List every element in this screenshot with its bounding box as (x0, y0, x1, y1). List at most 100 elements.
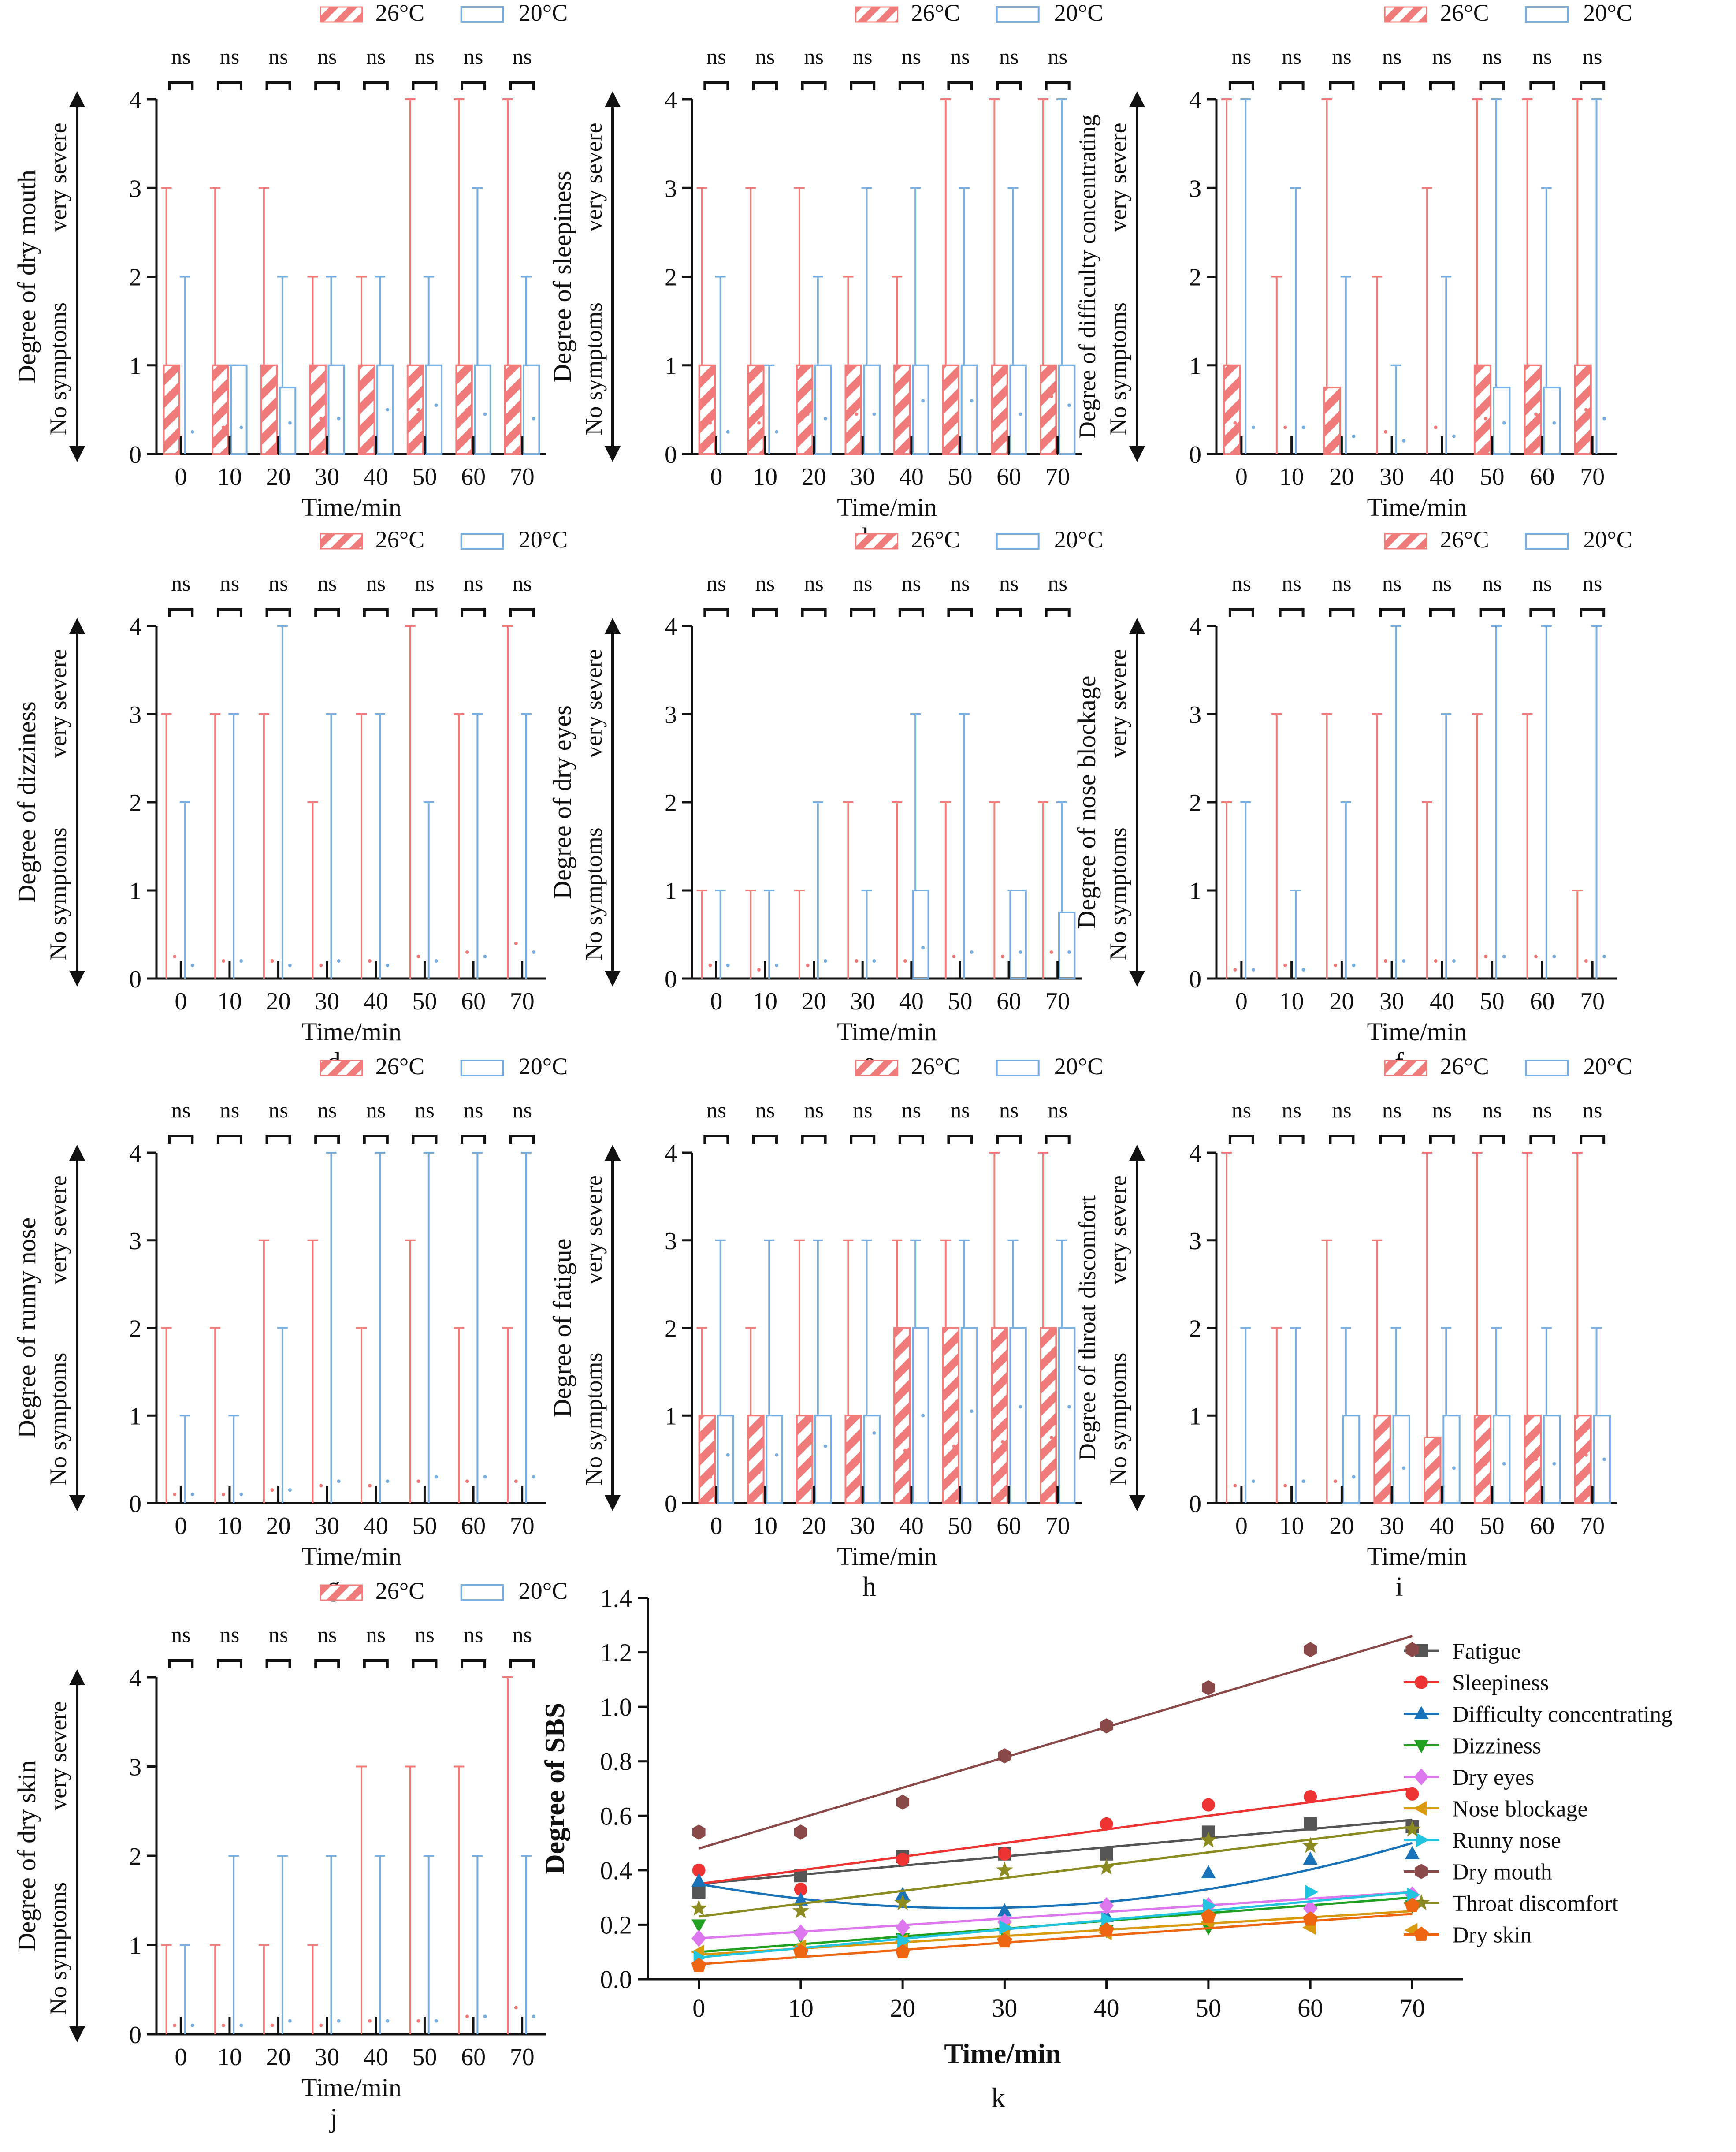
box-20 (1009, 890, 1027, 979)
data-point (894, 1894, 911, 1910)
mean-26 (319, 1484, 323, 1488)
mean-26 (416, 955, 420, 958)
y-tick-label: 2 (665, 789, 677, 817)
x-tick-label: 50 (1480, 1512, 1505, 1540)
box-26 (893, 1327, 911, 1504)
significance-label: ns (1382, 571, 1401, 596)
significance-bracket (216, 81, 242, 90)
y-tick-label: 0.4 (600, 1856, 632, 1885)
data-point (1100, 1817, 1113, 1831)
data-point (1304, 1817, 1317, 1831)
significance-label: ns (171, 44, 190, 69)
mean-20 (1552, 421, 1556, 425)
mean-26 (221, 1493, 225, 1497)
mean-20 (532, 417, 536, 421)
y-tick-label: 1.4 (600, 1584, 632, 1612)
x-tick-label: 40 (364, 2044, 388, 2071)
mean-20 (1602, 417, 1606, 421)
significance-label: ns (706, 1098, 726, 1122)
mean-26 (855, 959, 859, 963)
mean-26 (903, 1448, 907, 1452)
legend-label-26: 26°C (1440, 1053, 1489, 1080)
mean-26 (708, 964, 712, 967)
arrow-bottom-label: No symptoms (45, 1352, 71, 1486)
significance-bracket (1045, 608, 1071, 617)
significance-label: ns (415, 1622, 434, 1647)
x-tick-label: 10 (1279, 463, 1304, 491)
y-tick-label: 0 (129, 966, 141, 993)
significance-label: ns (999, 1098, 1019, 1122)
mean-20 (1402, 959, 1406, 963)
x-tick-label: 10 (788, 1994, 814, 2022)
legend-label: Nose blockage (1452, 1797, 1588, 1822)
y-tick-label: 0 (1189, 441, 1201, 469)
data-point (896, 1795, 910, 1810)
x-tick-label: 60 (996, 988, 1021, 1015)
data-point (897, 1934, 911, 1948)
data-point (895, 1944, 911, 1958)
fit-line (699, 1891, 1413, 1959)
legend-label-20: 20°C (1583, 0, 1632, 26)
data-point (998, 1847, 1011, 1861)
legend-entry: Dry mouth (1404, 1860, 1552, 1885)
mean-26 (368, 417, 372, 421)
significance-label: ns (1382, 44, 1401, 69)
y-tick-label: 1 (129, 1932, 141, 1960)
fit-curve (699, 1842, 1413, 1910)
significance-bracket (1429, 81, 1455, 90)
legend-marker (1415, 1675, 1428, 1689)
y-tick-label: 4 (665, 1140, 677, 1167)
legend-swatch-20 (1525, 6, 1569, 23)
significance-bracket (1580, 81, 1606, 90)
significance-label: ns (415, 571, 434, 596)
mean-20 (823, 417, 827, 421)
mean-26 (1534, 955, 1538, 958)
data-point (1405, 1642, 1419, 1657)
mean-20 (1251, 1479, 1255, 1483)
significance-bracket (216, 1135, 242, 1144)
significance-bracket (216, 608, 242, 617)
x-tick-label: 30 (992, 1994, 1017, 2022)
x-tick-label: 60 (1530, 463, 1554, 491)
mean-26 (1383, 1471, 1387, 1474)
mean-20 (1602, 1457, 1606, 1461)
mean-26 (1049, 950, 1053, 954)
box-20 (1009, 1327, 1027, 1504)
y-tick-label: 4 (665, 86, 677, 114)
box-26 (1524, 364, 1542, 455)
box-26 (1574, 364, 1592, 455)
x-tick-label: 30 (315, 988, 339, 1015)
x-tick-label: 10 (753, 463, 777, 491)
x-tick-label: 40 (364, 1512, 388, 1540)
data-point (997, 1903, 1012, 1917)
significance-bracket (801, 608, 827, 617)
data-point (692, 1824, 706, 1840)
significance-bracket (850, 1135, 876, 1144)
significance-label: ns (1532, 571, 1552, 596)
mean-26 (1233, 421, 1237, 425)
significance-label: ns (1532, 44, 1552, 69)
x-tick-label: 60 (461, 988, 486, 1015)
significance-bracket (265, 81, 291, 90)
y-tick-label: 1 (1189, 353, 1201, 380)
x-axis-label: Time/min (301, 493, 401, 521)
significance-label: ns (755, 571, 775, 596)
x-tick-label: 10 (753, 1512, 777, 1540)
box-20 (960, 364, 978, 455)
mean-20 (239, 425, 243, 429)
significance-label: ns (950, 1098, 970, 1122)
arrow-bottom-label: No symptoms (45, 1882, 71, 2015)
box-20 (1493, 387, 1511, 455)
y-tick-label: 0 (665, 1490, 677, 1518)
significance-label: ns (1583, 571, 1602, 596)
mean-20 (775, 964, 779, 967)
box-26 (844, 364, 862, 455)
x-axis-label: Time/min (1367, 493, 1467, 521)
x-axis-label: Time/min (837, 1542, 937, 1571)
x-tick-label: 20 (802, 988, 826, 1015)
x-tick-label: 30 (1379, 1512, 1404, 1540)
y-tick-label: 2 (665, 264, 677, 291)
mean-20 (1067, 403, 1071, 407)
